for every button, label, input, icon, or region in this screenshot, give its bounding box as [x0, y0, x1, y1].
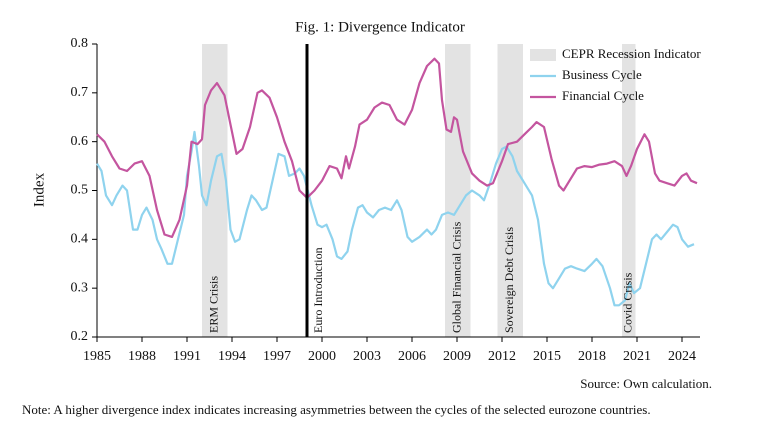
recession-band	[622, 44, 636, 337]
y-tick-label: 0.2	[71, 329, 89, 344]
series-line	[96, 57, 698, 238]
y-tick-label: 0.7	[71, 85, 89, 100]
source: Source: Own calculation.	[580, 376, 712, 391]
recession-label: Covid Crisis	[621, 272, 635, 333]
x-tick-label: 2009	[443, 349, 471, 364]
x-tick-label: 1997	[263, 349, 291, 364]
x-tick-label: 2000	[308, 349, 336, 364]
note: Note: A higher divergence index indicate…	[22, 402, 651, 417]
legend-label: Business Cycle	[562, 67, 642, 82]
x-tick-label: 2012	[488, 349, 516, 364]
y-tick-label: 0.8	[71, 36, 89, 51]
y-tick-label: 0.4	[71, 232, 89, 247]
x-tick-label: 1988	[128, 349, 156, 364]
x-tick-label: 2006	[398, 349, 426, 364]
x-tick-label: 2015	[533, 349, 561, 364]
x-tick-label: 2018	[578, 349, 606, 364]
x-tick-label: 2003	[353, 349, 381, 364]
recession-label: ERM Crisis	[207, 276, 221, 333]
recession-label: Sovereign Debt Crisis	[502, 227, 516, 333]
x-tick-label: 1994	[218, 349, 246, 364]
x-tick-label: 2021	[623, 349, 651, 364]
x-tick-label: 2024	[668, 349, 696, 364]
recession-band	[497, 44, 523, 337]
x-tick-label: 1991	[173, 349, 201, 364]
x-tick-label: 1985	[83, 349, 111, 364]
annotation-label: Euro Introduction	[311, 247, 325, 333]
legend-swatch	[530, 49, 556, 61]
y-axis-label: Index	[31, 172, 47, 207]
y-tick-label: 0.3	[71, 280, 89, 295]
legend-label: CEPR Recession Indicator	[562, 46, 701, 61]
chart-title: Fig. 1: Divergence Indicator	[295, 19, 465, 35]
series-line	[96, 130, 695, 307]
y-tick-label: 0.5	[71, 183, 89, 198]
recession-label: Global Financial Crisis	[450, 221, 464, 333]
recession-band	[445, 44, 471, 337]
legend-label: Financial Cycle	[562, 88, 644, 103]
y-tick-label: 0.6	[71, 134, 89, 149]
